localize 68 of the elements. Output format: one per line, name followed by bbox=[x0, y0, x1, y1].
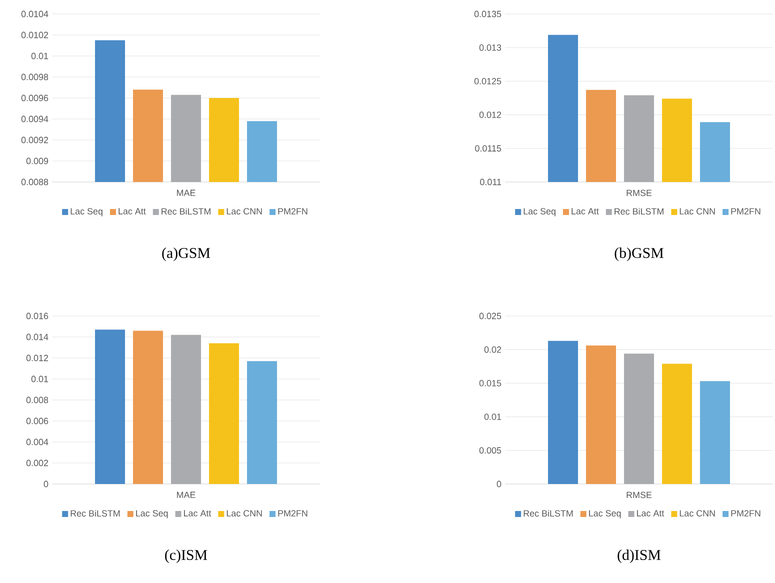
y-tick-label: 0.01 bbox=[31, 52, 48, 60]
y-tick-label: 0.0115 bbox=[475, 145, 502, 152]
text: (d)ISM bbox=[618, 550, 661, 564]
legend-label: Rec BiLSTM bbox=[70, 510, 120, 517]
y-tick-label: 0.02 bbox=[484, 346, 502, 353]
bar bbox=[624, 354, 654, 484]
bar bbox=[133, 330, 164, 484]
legend-label: Lac CNN bbox=[226, 510, 262, 516]
legend-label: Lac Seq bbox=[70, 208, 102, 216]
y-tick-label: 0.0094 bbox=[21, 116, 48, 122]
y-tick-label: 0.0098 bbox=[21, 74, 48, 80]
y-tick-label: 0 bbox=[496, 480, 502, 488]
y-tick-label: 0.016 bbox=[26, 312, 48, 320]
y-tick-label: 0.012 bbox=[26, 354, 48, 362]
bar bbox=[95, 330, 126, 484]
x-tick-label: MAE bbox=[177, 190, 196, 196]
y-tick-label: 0.002 bbox=[26, 460, 48, 466]
legend-label: Rec BiLSTM bbox=[162, 208, 210, 215]
y-tick-label: 0.013 bbox=[479, 44, 502, 51]
y-tick-label: 0.006 bbox=[26, 418, 48, 424]
x-tick-label: MAE bbox=[177, 492, 196, 498]
text: (b)GSM bbox=[614, 248, 664, 262]
y-tick-label: 0.011 bbox=[480, 178, 502, 186]
y-tick-label: 0.015 bbox=[479, 380, 502, 386]
text: (a)GSM bbox=[162, 248, 210, 262]
y-tick-label: 0.0096 bbox=[21, 94, 48, 102]
y-tick-label: 0.004 bbox=[26, 438, 48, 446]
y-tick-label: 0.0135 bbox=[474, 10, 502, 18]
bar bbox=[548, 340, 578, 484]
legend-label: Lac Att bbox=[572, 208, 599, 214]
legend-label: Rec BiLSTM bbox=[614, 208, 664, 215]
y-tick-label: 0.009 bbox=[26, 158, 48, 164]
y-tick-label: 0.014 bbox=[26, 334, 48, 340]
y-tick-label: 0.01 bbox=[31, 376, 48, 382]
y-tick-label: 0.0092 bbox=[21, 136, 48, 144]
legend-label: Lac Seq bbox=[524, 208, 556, 216]
y-tick-label: 0.0088 bbox=[21, 178, 48, 186]
legend-label: Lac Att bbox=[637, 510, 664, 516]
y-tick-label: 0.005 bbox=[479, 447, 502, 454]
legend-label: Lac Att bbox=[184, 510, 212, 516]
legend-label: Rec BiLSTM bbox=[524, 510, 573, 517]
y-tick-label: 0.0104 bbox=[21, 10, 48, 18]
y-tick-label: 0.0125 bbox=[474, 78, 502, 84]
x-tick-label: RMSE bbox=[626, 190, 652, 196]
bar bbox=[586, 346, 616, 484]
y-tick-label: 0.012 bbox=[479, 112, 502, 118]
bar bbox=[209, 343, 240, 484]
bar bbox=[700, 381, 730, 484]
legend-label: PM2FN bbox=[731, 208, 760, 214]
y-tick-label: 0.025 bbox=[479, 312, 502, 320]
bar bbox=[171, 334, 202, 484]
legend-label: PM2FN bbox=[278, 510, 308, 516]
legend-label: PM2FN bbox=[278, 208, 308, 214]
legend-label: Lac CNN bbox=[680, 208, 715, 214]
legend-label: Lac Seq bbox=[589, 510, 621, 518]
y-tick-label: 0.0102 bbox=[21, 32, 48, 38]
legend-label: Lac Seq bbox=[136, 510, 168, 518]
bar bbox=[247, 361, 278, 484]
legend-label: PM2FN bbox=[731, 510, 760, 516]
legend-label: Lac Att bbox=[118, 208, 146, 214]
y-tick-label: 0 bbox=[44, 480, 48, 488]
x-tick-label: RMSE bbox=[626, 492, 652, 498]
y-tick-label: 0.01 bbox=[484, 414, 502, 420]
legend-label: Lac CNN bbox=[226, 208, 262, 214]
text: (c)ISM bbox=[165, 550, 208, 564]
y-tick-label: 0.008 bbox=[26, 396, 48, 404]
bar bbox=[662, 364, 692, 484]
legend-label: Lac CNN bbox=[680, 510, 715, 516]
